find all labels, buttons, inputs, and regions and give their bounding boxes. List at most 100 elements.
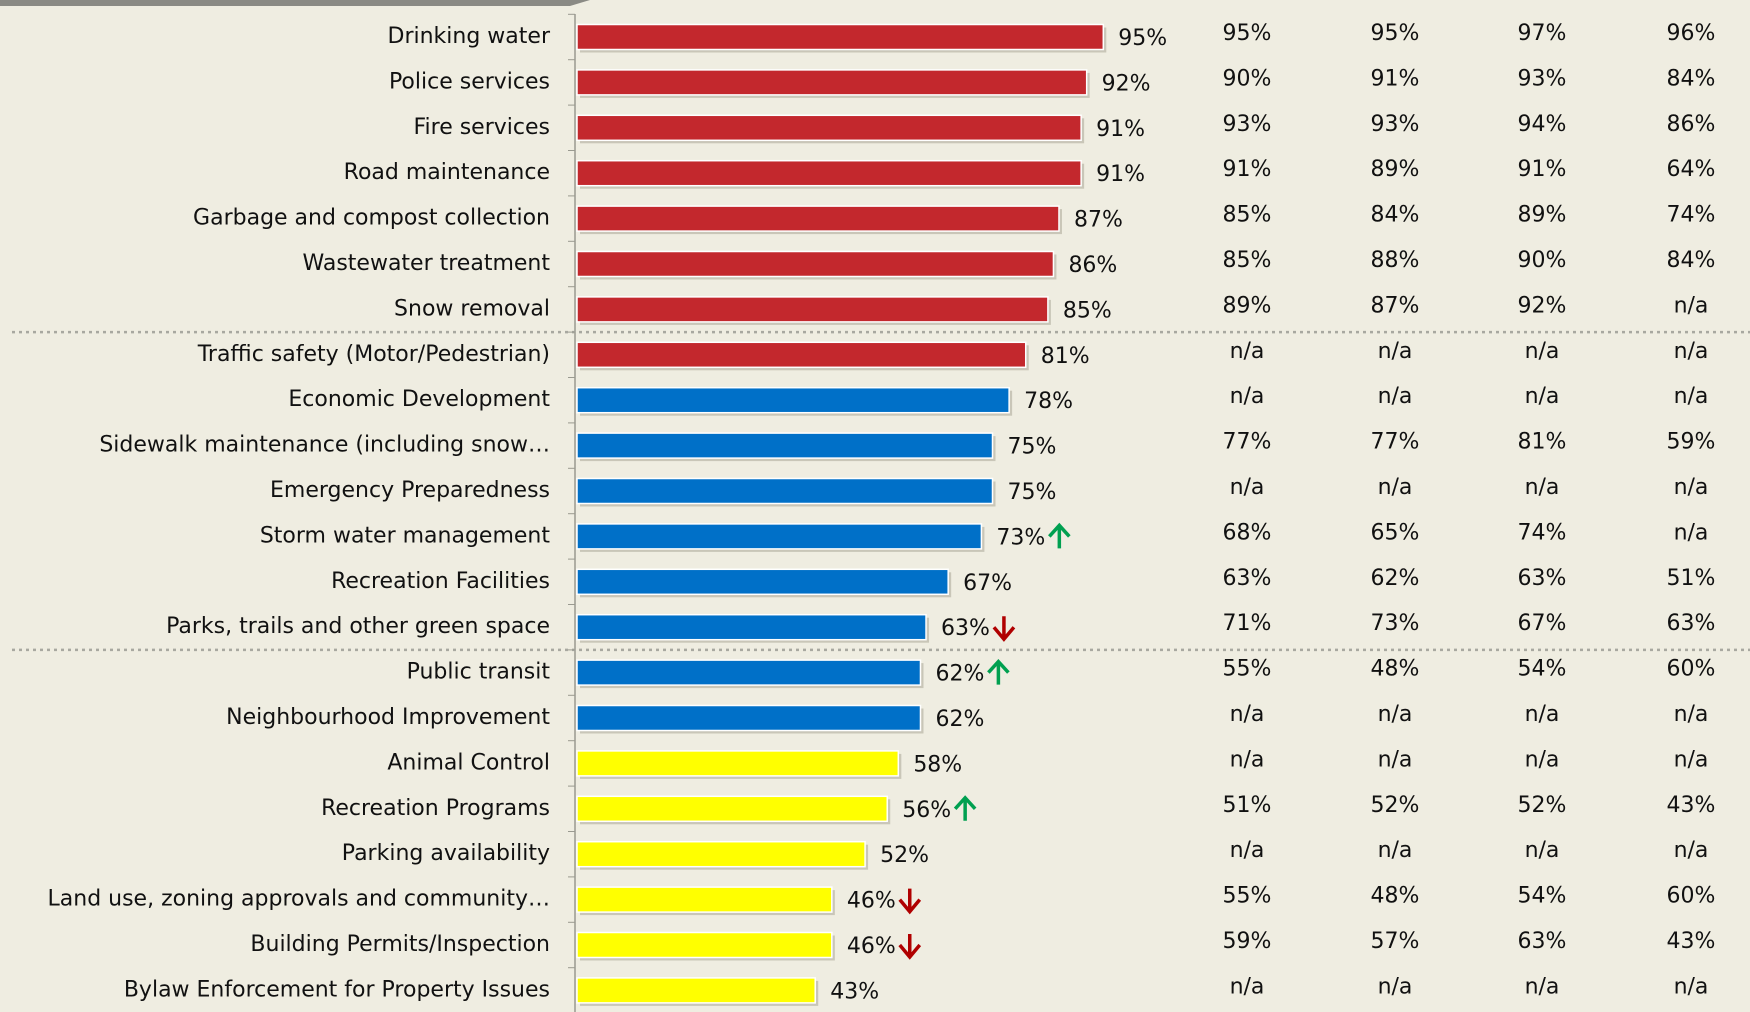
bar [576, 205, 1060, 232]
table-cell: n/a [1674, 747, 1709, 772]
bar [576, 750, 900, 777]
bar [576, 114, 1082, 142]
value-label: 95% [1118, 26, 1167, 51]
table-cell: 60% [1667, 884, 1716, 909]
bar [576, 977, 816, 1004]
category-label: Parking availability [342, 841, 550, 866]
table-cell: 54% [1518, 884, 1567, 909]
value-label: 91% [1096, 117, 1145, 142]
table-cell: n/a [1230, 384, 1265, 409]
table-cell: 43% [1667, 793, 1716, 818]
table-cell: 63% [1667, 611, 1716, 636]
table-cell: 51% [1667, 566, 1716, 591]
table-cell: 63% [1223, 566, 1272, 591]
table-cell: 93% [1223, 112, 1272, 137]
table-cell: 74% [1667, 203, 1716, 228]
table-cell: n/a [1674, 475, 1709, 500]
value-label: 81% [1041, 344, 1090, 369]
table-cell: 97% [1518, 21, 1567, 46]
bar [576, 69, 1088, 96]
table-cell: 90% [1223, 66, 1272, 91]
category-label: Economic Development [288, 387, 550, 412]
table-cell: 48% [1371, 884, 1420, 909]
table-cell: n/a [1674, 293, 1709, 318]
value-label: 67% [963, 571, 1012, 596]
value-label: 92% [1102, 71, 1151, 96]
trend-arrow-up [953, 795, 977, 821]
category-label: Neighbourhood Improvement [226, 705, 550, 730]
table-cell: n/a [1674, 520, 1709, 545]
category-label: Public transit [407, 660, 551, 685]
category-label: Fire services [413, 115, 550, 140]
trend-arrow-down [992, 616, 1016, 642]
category-label: Snow removal [394, 296, 550, 321]
table-cell: 91% [1371, 66, 1420, 91]
category-label: Recreation Programs [321, 796, 550, 821]
value-label: 91% [1096, 162, 1145, 187]
category-label: Traffic safety (Motor/Pedestrian) [197, 342, 550, 367]
table-cell: n/a [1674, 702, 1709, 727]
trend-arrow-down [898, 888, 922, 915]
table-cell: 71% [1223, 611, 1272, 636]
table-cell: 95% [1371, 21, 1420, 46]
category-label: Wastewater treatment [303, 251, 551, 276]
category-label: Sidewalk maintenance (including snow… [99, 433, 550, 458]
value-label: 85% [1063, 298, 1112, 323]
bar [576, 477, 994, 505]
value-label: 62% [935, 662, 984, 687]
table-cell: 94% [1518, 112, 1567, 137]
table-cell: 43% [1667, 929, 1716, 954]
category-label: Road maintenance [344, 160, 550, 185]
bar [576, 386, 1010, 414]
table-cell: 93% [1371, 112, 1420, 137]
table-cell: n/a [1378, 339, 1413, 364]
value-label: 78% [1024, 389, 1073, 414]
value-label: 62% [935, 707, 984, 732]
trend-arrow-down [898, 934, 922, 960]
table-cell: 77% [1371, 430, 1420, 455]
table-cell: n/a [1525, 838, 1560, 863]
bar [576, 795, 888, 823]
table-cell: n/a [1230, 838, 1265, 863]
table-cell: 89% [1371, 157, 1420, 182]
table-cell: 86% [1667, 112, 1716, 137]
table-cell: n/a [1378, 475, 1413, 500]
table-cell: n/a [1378, 838, 1413, 863]
table-cell: 59% [1667, 430, 1716, 455]
table-cell: n/a [1378, 974, 1413, 999]
category-label: Bylaw Enforcement for Property Issues [124, 977, 550, 1002]
category-label: Building Permits/Inspection [250, 932, 550, 957]
bar [576, 523, 983, 550]
header-edge [0, 0, 590, 6]
table-cell: 84% [1667, 66, 1716, 91]
table-cell: 84% [1667, 248, 1716, 273]
table-cell: 90% [1518, 248, 1567, 273]
table-cell: n/a [1378, 384, 1413, 409]
value-label: 75% [1008, 480, 1057, 505]
bar [576, 23, 1105, 51]
table-cell: 63% [1518, 929, 1567, 954]
category-label: Animal Control [387, 750, 550, 775]
category-label: Garbage and compost collection [193, 206, 550, 231]
bar [576, 432, 994, 459]
table-cell: 89% [1518, 203, 1567, 228]
value-label: 52% [880, 843, 929, 868]
table-cell: 73% [1371, 611, 1420, 636]
table-cell: n/a [1230, 974, 1265, 999]
table-cell: 91% [1223, 157, 1272, 182]
table-cell: 52% [1371, 793, 1420, 818]
table-cell: n/a [1378, 747, 1413, 772]
bar [576, 659, 922, 686]
table-cell: n/a [1525, 702, 1560, 727]
bar [576, 886, 833, 913]
bar [576, 840, 866, 868]
table-cell: n/a [1674, 384, 1709, 409]
table-cell: n/a [1230, 702, 1265, 727]
category-label: Emergency Preparedness [270, 478, 550, 503]
bar [576, 568, 949, 596]
category-label: Police services [389, 69, 550, 94]
bar [576, 704, 922, 732]
table-cell: n/a [1525, 747, 1560, 772]
table-cell: 60% [1667, 657, 1716, 682]
